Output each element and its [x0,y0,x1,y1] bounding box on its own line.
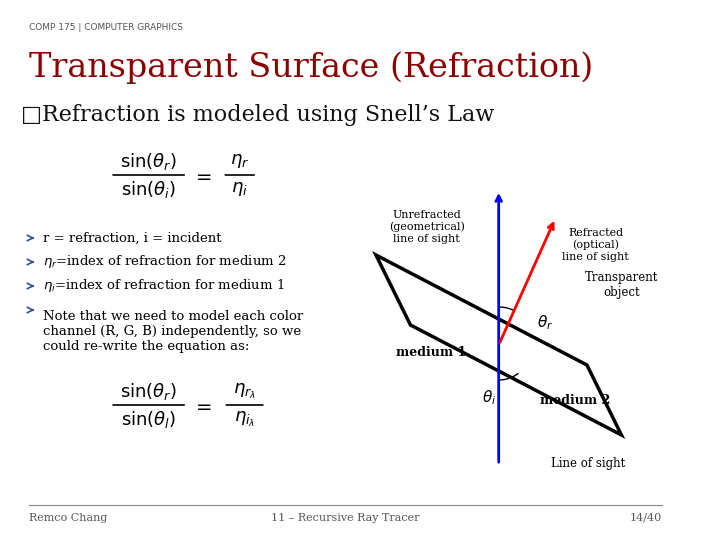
Text: $\sin(\theta_i)$: $\sin(\theta_i)$ [121,179,176,199]
Text: $\eta_r$=index of refraction for medium 2: $\eta_r$=index of refraction for medium … [43,253,287,271]
Text: $\sin(\theta_r)$: $\sin(\theta_r)$ [120,151,177,172]
Text: 11 – Recursive Ray Tracer: 11 – Recursive Ray Tracer [271,513,420,523]
Text: Remco Chang: Remco Chang [29,513,107,523]
Text: $\eta_{r_\lambda}$: $\eta_{r_\lambda}$ [233,381,256,401]
Text: $\eta_r$: $\eta_r$ [230,152,249,170]
Text: $\eta_i$: $\eta_i$ [231,180,248,198]
Text: r = refraction, i = incident: r = refraction, i = incident [43,232,222,245]
Text: 14/40: 14/40 [629,513,662,523]
Text: COMP 175 | COMPUTER GRAPHICS: COMP 175 | COMPUTER GRAPHICS [29,24,183,32]
Text: $\sin(\theta_r)$: $\sin(\theta_r)$ [120,381,177,402]
Text: Line of sight: Line of sight [552,456,626,469]
Text: Transparent
object: Transparent object [585,271,658,299]
Text: Unrefracted
(geometrical)
line of sight: Unrefracted (geometrical) line of sight [389,210,464,244]
Text: $=$: $=$ [192,165,212,185]
Text: $\eta_{i_\lambda}$: $\eta_{i_\lambda}$ [234,409,255,429]
Text: $\sin(\theta_l)$: $\sin(\theta_l)$ [121,408,176,429]
Text: $\eta_i$=index of refraction for medium 1: $\eta_i$=index of refraction for medium … [43,278,285,294]
Text: □Refraction is modeled using Snell’s Law: □Refraction is modeled using Snell’s Law [21,104,495,126]
Text: Note that we need to model each color
channel (R, G, B) independently, so we
cou: Note that we need to model each color ch… [43,310,303,353]
Text: Transparent Surface (Refraction): Transparent Surface (Refraction) [29,52,593,84]
Text: $\theta_r$: $\theta_r$ [536,314,553,332]
Text: medium 2: medium 2 [540,394,611,407]
Text: $=$: $=$ [192,395,212,415]
Text: $\theta_i$: $\theta_i$ [482,389,496,407]
Text: medium 1: medium 1 [397,347,467,360]
Text: Refracted
(optical)
line of sight: Refracted (optical) line of sight [562,228,629,262]
